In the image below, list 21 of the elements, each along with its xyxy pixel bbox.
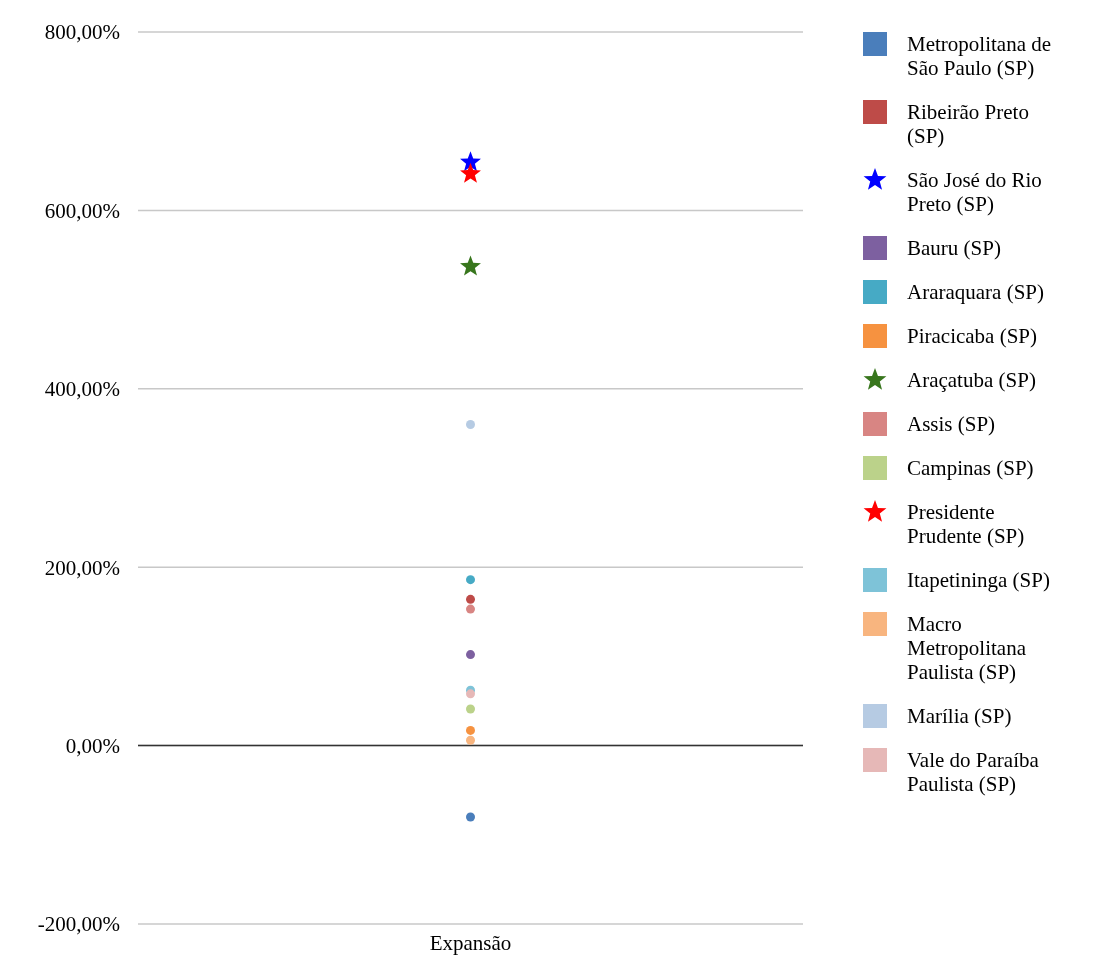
y-tick-label: 0,00%	[65, 733, 120, 758]
legend-label: São José do Rio Preto (SP)	[907, 168, 1042, 216]
legend-label: Araraquara (SP)	[907, 280, 1045, 304]
legend-label: Marília (SP)	[907, 704, 1012, 728]
y-tick-label: 800,00%	[44, 20, 120, 45]
y-tick-label: 400,00%	[44, 377, 120, 402]
y-tick-label: 600,00%	[44, 198, 120, 223]
legend-label: Ribeirão Preto (SP)	[907, 100, 1029, 148]
legend-label: Metropolitana de São Paulo (SP)	[907, 32, 1052, 80]
legend-label: Macro Metropolitana Paulista (SP)	[907, 612, 1027, 684]
legend-label: Bauru (SP)	[907, 236, 1001, 260]
y-tick-label: -200,00%	[37, 912, 120, 937]
legend-label: Assis (SP)	[907, 412, 996, 436]
legend-label: Presidente Prudente (SP)	[907, 500, 1025, 548]
legend-label: Campinas (SP)	[907, 456, 1034, 480]
legend-label: Piracicaba (SP)	[907, 324, 1038, 348]
x-tick-label: Expansão	[429, 931, 512, 955]
y-tick-label: 200,00%	[44, 555, 120, 580]
legend-label: Itapetininga (SP)	[907, 568, 1050, 592]
legend-label: Vale do Paraíba Paulista (SP)	[907, 748, 1040, 796]
legend-label: Araçatuba (SP)	[907, 368, 1036, 392]
